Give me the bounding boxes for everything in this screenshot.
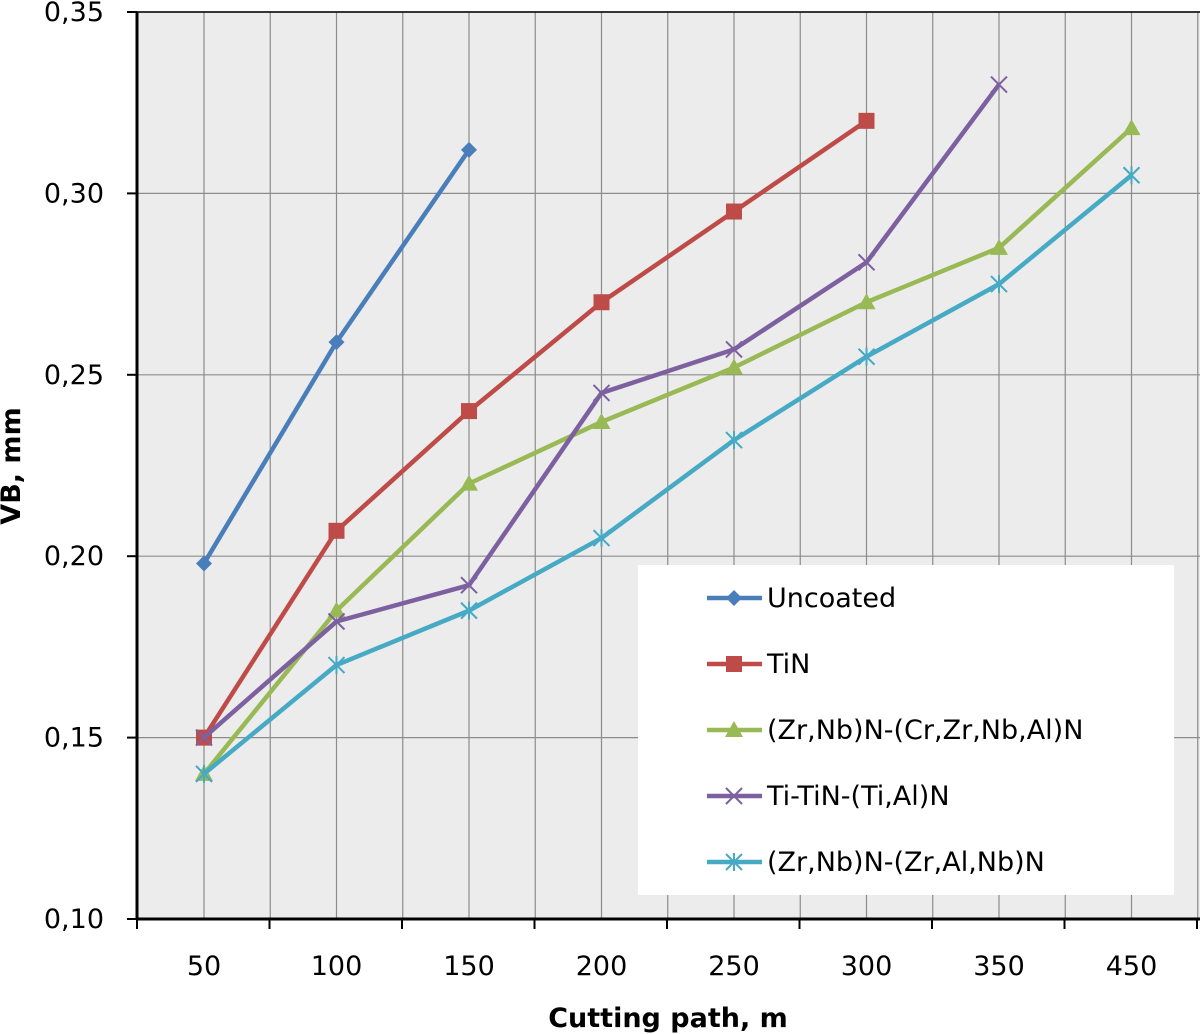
x-tick-label: 100: [311, 951, 363, 982]
x-axis-ticks: 50 100 150 200 250 300 350 450: [136, 919, 1198, 982]
series-3: [195, 75, 1008, 747]
x-axis-title: Cutting path, m: [548, 1003, 788, 1034]
data-point: [725, 340, 743, 359]
series-group: [195, 75, 1141, 783]
x-tick-label: 250: [708, 951, 760, 982]
data-point: [990, 75, 1008, 94]
x-tick-label: 300: [841, 951, 893, 982]
series-4: [195, 166, 1141, 783]
data-point: [195, 728, 213, 747]
legend-entry: (Zr,Nb)N-(Cr,Zr,Nb,Al)N: [707, 715, 1083, 746]
x-tick-label: 450: [1106, 951, 1158, 982]
data-point: [461, 141, 477, 158]
data-point: [726, 203, 742, 220]
data-point: [592, 384, 611, 402]
legend-entry: (Zr,Nb)N-(Zr,Al,Nb)N: [707, 847, 1045, 878]
x-tick-label: 350: [973, 951, 1025, 982]
data-point: [725, 431, 743, 450]
data-point: [327, 601, 346, 618]
x-tick-label: 150: [443, 951, 495, 982]
legend-marker: [725, 787, 743, 805]
data-point: [990, 275, 1008, 294]
data-point: [592, 412, 611, 429]
data-point: [857, 253, 876, 272]
data-point: [460, 601, 478, 620]
data-point: [327, 612, 346, 631]
legend-entry: Ti-TiN-(Ti,Al)N: [707, 781, 950, 812]
y-tick-label: 0,15: [44, 723, 104, 754]
series-0: [196, 141, 477, 572]
legend-marker: [725, 853, 743, 871]
y-tick-label: 0,20: [44, 541, 104, 572]
y-axis-title: VB, mm: [0, 407, 27, 524]
y-tick-label: 0,10: [44, 904, 104, 935]
y-tick-label: 0,25: [44, 360, 104, 391]
series-line: [202, 118, 868, 739]
legend-marker: [726, 590, 742, 606]
legend-label: (Zr,Nb)N-(Zr,Al,Nb)N: [767, 847, 1045, 878]
legend-marker: [725, 721, 743, 737]
y-tick-label: 0,35: [44, 0, 104, 28]
legend-label: (Zr,Nb)N-(Cr,Zr,Nb,Al)N: [767, 715, 1083, 746]
data-point: [196, 555, 212, 572]
data-point: [460, 474, 478, 491]
legend-entry: Uncoated: [707, 583, 896, 614]
legend-label: Ti-TiN-(Ti,Al)N: [766, 781, 950, 812]
series-line: [202, 126, 1134, 776]
legend-entry: TiN: [707, 649, 810, 680]
legend-label: Uncoated: [767, 583, 896, 614]
data-point: [328, 522, 345, 539]
data-point: [990, 238, 1008, 255]
x-tick-label: 50: [187, 951, 221, 982]
data-point: [1122, 119, 1141, 136]
legend-label: TiN: [766, 649, 810, 680]
data-point: [725, 358, 743, 375]
y-tick-label: 0,30: [44, 178, 104, 209]
data-point: [593, 294, 610, 311]
legend: Uncoated TiN (Zr,Nb)N-(Cr,Zr,Nb,Al)N Ti-TiN…: [638, 565, 1174, 895]
y-axis-ticks: 0,10 0,15 0,20 0,25 0,30 0,35: [44, 0, 137, 935]
data-point: [857, 293, 876, 310]
data-point: [460, 576, 478, 594]
x-tick-label: 200: [576, 951, 628, 982]
data-point: [327, 656, 346, 675]
data-point: [461, 403, 477, 420]
data-point: [195, 764, 213, 783]
data-point: [858, 112, 875, 129]
legend-marker: [726, 656, 742, 672]
data-point: [592, 529, 611, 548]
data-point: [328, 334, 345, 351]
data-point: [1122, 166, 1141, 185]
data-point: [857, 347, 876, 366]
series-line: [202, 173, 1133, 776]
